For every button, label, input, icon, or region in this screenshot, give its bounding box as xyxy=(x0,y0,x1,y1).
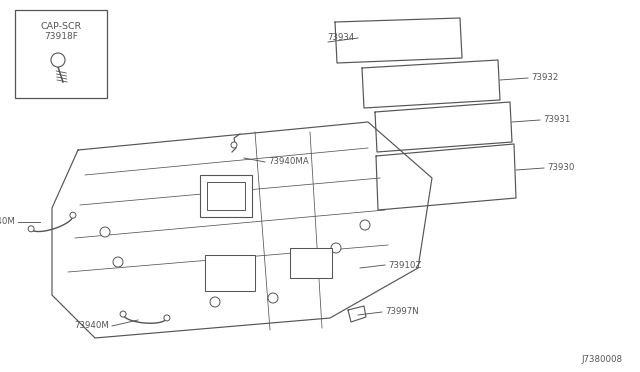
Bar xyxy=(205,255,255,291)
Circle shape xyxy=(28,226,34,232)
Circle shape xyxy=(70,212,76,218)
Text: 73930: 73930 xyxy=(547,164,574,173)
Bar xyxy=(290,248,332,278)
Text: J7380008: J7380008 xyxy=(581,355,622,364)
Bar xyxy=(200,175,252,217)
Text: 73932: 73932 xyxy=(531,74,558,83)
Circle shape xyxy=(113,257,123,267)
Bar xyxy=(15,10,107,98)
Circle shape xyxy=(291,260,301,270)
Text: CAP-SCR: CAP-SCR xyxy=(40,22,82,31)
Circle shape xyxy=(51,53,65,67)
Text: 73931: 73931 xyxy=(543,115,570,125)
Circle shape xyxy=(210,297,220,307)
Text: 73918F: 73918F xyxy=(44,32,78,41)
Circle shape xyxy=(360,220,370,230)
Circle shape xyxy=(120,311,126,317)
Text: 73940M: 73940M xyxy=(0,218,15,227)
Bar xyxy=(207,182,245,210)
Text: 73934: 73934 xyxy=(328,33,355,42)
Circle shape xyxy=(268,293,278,303)
Circle shape xyxy=(231,142,237,148)
Circle shape xyxy=(100,227,110,237)
Text: 73940MA: 73940MA xyxy=(268,157,308,167)
Circle shape xyxy=(331,243,341,253)
Text: 73940M: 73940M xyxy=(74,321,109,330)
Text: 73910Z: 73910Z xyxy=(388,260,421,269)
Text: 73997N: 73997N xyxy=(385,308,419,317)
Circle shape xyxy=(164,315,170,321)
